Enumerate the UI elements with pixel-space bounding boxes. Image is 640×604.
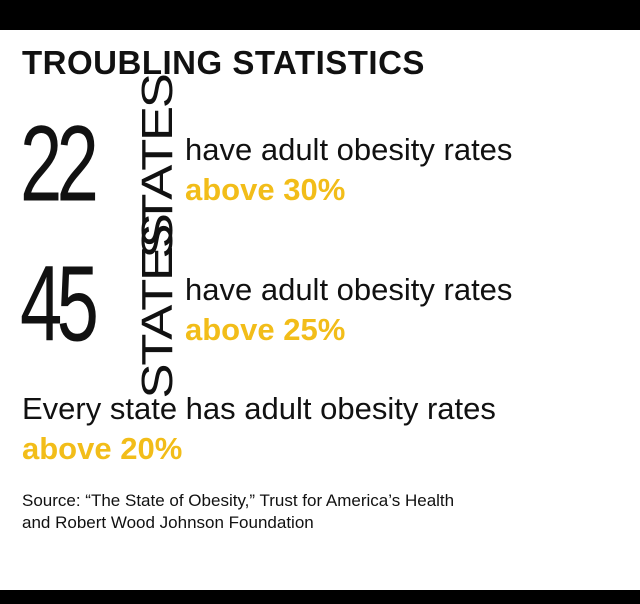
stat-block-45-states: 45 STATES have adult obesity rates above…	[20, 215, 620, 398]
source-line-1: Source: “The State of Obesity,” Trust fo…	[22, 491, 455, 510]
stat-threshold: above 25%	[185, 312, 346, 347]
stat-number: 22	[20, 103, 99, 224]
every-state-statement: Every state has adult obesity rates	[22, 391, 496, 426]
top-bar	[0, 0, 640, 30]
every-state-threshold: above 20%	[22, 431, 183, 466]
source-line-2: and Robert Wood Johnson Foundation	[22, 513, 314, 532]
bottom-bar	[0, 590, 640, 604]
stat-threshold: above 30%	[185, 172, 346, 207]
source-citation: Source: “The State of Obesity,” Trust fo…	[22, 490, 454, 534]
stat-description: have adult obesity rates	[185, 272, 513, 307]
stat-unit-label: STATES	[133, 75, 182, 258]
stat-unit-label: STATES	[133, 215, 182, 398]
stat-number: 45	[20, 243, 99, 364]
stat-unit-text: STATES	[133, 215, 182, 399]
stat-block-22-states: 22 STATES have adult obesity rates above…	[20, 75, 620, 258]
stat-description: have adult obesity rates	[185, 132, 513, 167]
page-title: TROUBLING STATISTICS	[22, 44, 425, 81]
